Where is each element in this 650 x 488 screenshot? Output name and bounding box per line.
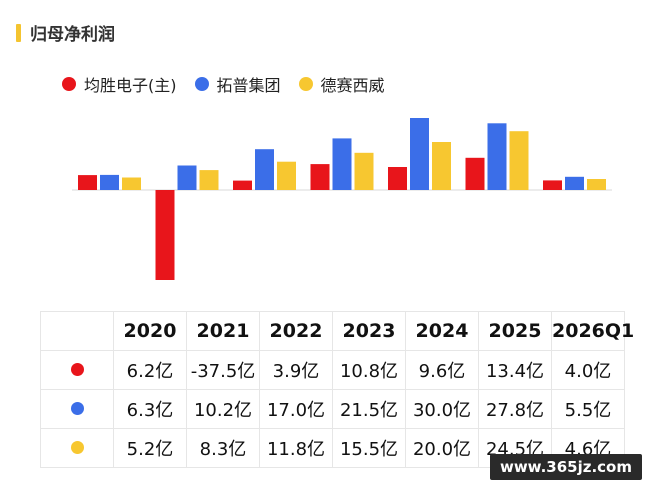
- data-table: 2020 2021 2022 2023 2024 2025 2026Q1 6.2…: [40, 311, 634, 468]
- bar-1-5: [487, 123, 507, 190]
- bar-1-6: [565, 176, 584, 190]
- table-row: 6.3亿 10.2亿 17.0亿 21.5亿 30.0亿 27.8亿 5.5亿: [40, 389, 625, 429]
- bar-1-1: [177, 165, 197, 190]
- table-cell: 8.3亿: [186, 428, 260, 468]
- row-marker-cell: [40, 428, 114, 468]
- table-header-row: 2020 2021 2022 2023 2024 2025 2026Q1: [40, 311, 634, 351]
- bar-2-2: [277, 161, 296, 190]
- table-cell: 20.0亿: [405, 428, 479, 468]
- table-cell: 21.5亿: [332, 389, 406, 429]
- table-cell: 11.8亿: [259, 428, 333, 468]
- table-cell: 6.3亿: [113, 389, 187, 429]
- bar-1-2: [255, 149, 274, 190]
- bar-1-0: [100, 174, 119, 190]
- legend-item-2: 德赛西威: [298, 72, 385, 96]
- bar-2-5: [509, 131, 529, 190]
- watermark: www.365jz.com: [489, 454, 642, 480]
- bar-2-3: [354, 152, 374, 190]
- chart-title: 归母净利润: [30, 25, 115, 45]
- row-dot-2: [70, 440, 84, 454]
- bar-0-1: [155, 190, 175, 280]
- bar-0-2: [233, 180, 252, 190]
- bar-0-0: [78, 175, 97, 190]
- table-header-cell: 2026Q1: [551, 311, 634, 351]
- legend-label-1: 拓普集团: [216, 76, 281, 95]
- legend-label-2: 德赛西威: [320, 76, 385, 95]
- table-header-cell: 2021: [186, 311, 260, 351]
- legend-swatch-1: [194, 77, 209, 91]
- bar-0-5: [465, 157, 485, 190]
- table-cell: -37.5亿: [186, 350, 260, 390]
- legend-item-0: 均胜电子(主): [62, 72, 177, 96]
- table-header-cell: 2022: [259, 311, 333, 351]
- table-cell: 30.0亿: [405, 389, 479, 429]
- legend-swatch-0: [62, 77, 76, 91]
- bar-0-3: [310, 164, 330, 190]
- legend: 均胜电子(主) 拓普集团 德赛西威: [62, 72, 403, 96]
- table-cell: 10.2亿: [186, 389, 260, 429]
- table-corner-cell: [40, 311, 114, 351]
- table-header-cell: 2020: [113, 311, 187, 351]
- bar-1-4: [410, 118, 429, 190]
- bar-2-1: [199, 170, 219, 190]
- table-cell: 4.0亿: [551, 350, 625, 390]
- row-marker-cell: [40, 350, 114, 390]
- bar-0-6: [543, 180, 562, 190]
- row-dot-1: [70, 401, 84, 415]
- table-cell: 6.2亿: [113, 350, 187, 390]
- table-cell: 27.8亿: [478, 389, 552, 429]
- bar-2-0: [122, 177, 141, 190]
- table-cell: 15.5亿: [332, 428, 406, 468]
- legend-swatch-2: [298, 77, 313, 91]
- table-cell: 3.9亿: [259, 350, 333, 390]
- title-accent-bar: [16, 24, 21, 42]
- table-cell: 9.6亿: [405, 350, 479, 390]
- table-header-cell: 2023: [332, 311, 406, 351]
- table-cell: 13.4亿: [478, 350, 552, 390]
- legend-item-1: 拓普集团: [194, 72, 281, 96]
- legend-label-0: 均胜电子(主): [84, 76, 177, 95]
- table-header-cell: 2025: [478, 311, 552, 351]
- bar-2-4: [432, 142, 451, 190]
- bar-1-3: [332, 138, 352, 190]
- table-cell: 10.8亿: [332, 350, 406, 390]
- bar-chart: [72, 118, 612, 280]
- row-dot-0: [70, 362, 84, 376]
- table-cell: 17.0亿: [259, 389, 333, 429]
- bar-0-4: [388, 167, 407, 190]
- table-header-cell: 2024: [405, 311, 479, 351]
- table-cell: 5.5亿: [551, 389, 625, 429]
- table-cell: 5.2亿: [113, 428, 187, 468]
- table-row: 6.2亿 -37.5亿 3.9亿 10.8亿 9.6亿 13.4亿 4.0亿: [40, 350, 625, 390]
- row-marker-cell: [40, 389, 114, 429]
- bar-2-6: [587, 179, 606, 190]
- table-row: 5.2亿 8.3亿 11.8亿 15.5亿 20.0亿 24.5亿 4.6亿: [40, 428, 625, 468]
